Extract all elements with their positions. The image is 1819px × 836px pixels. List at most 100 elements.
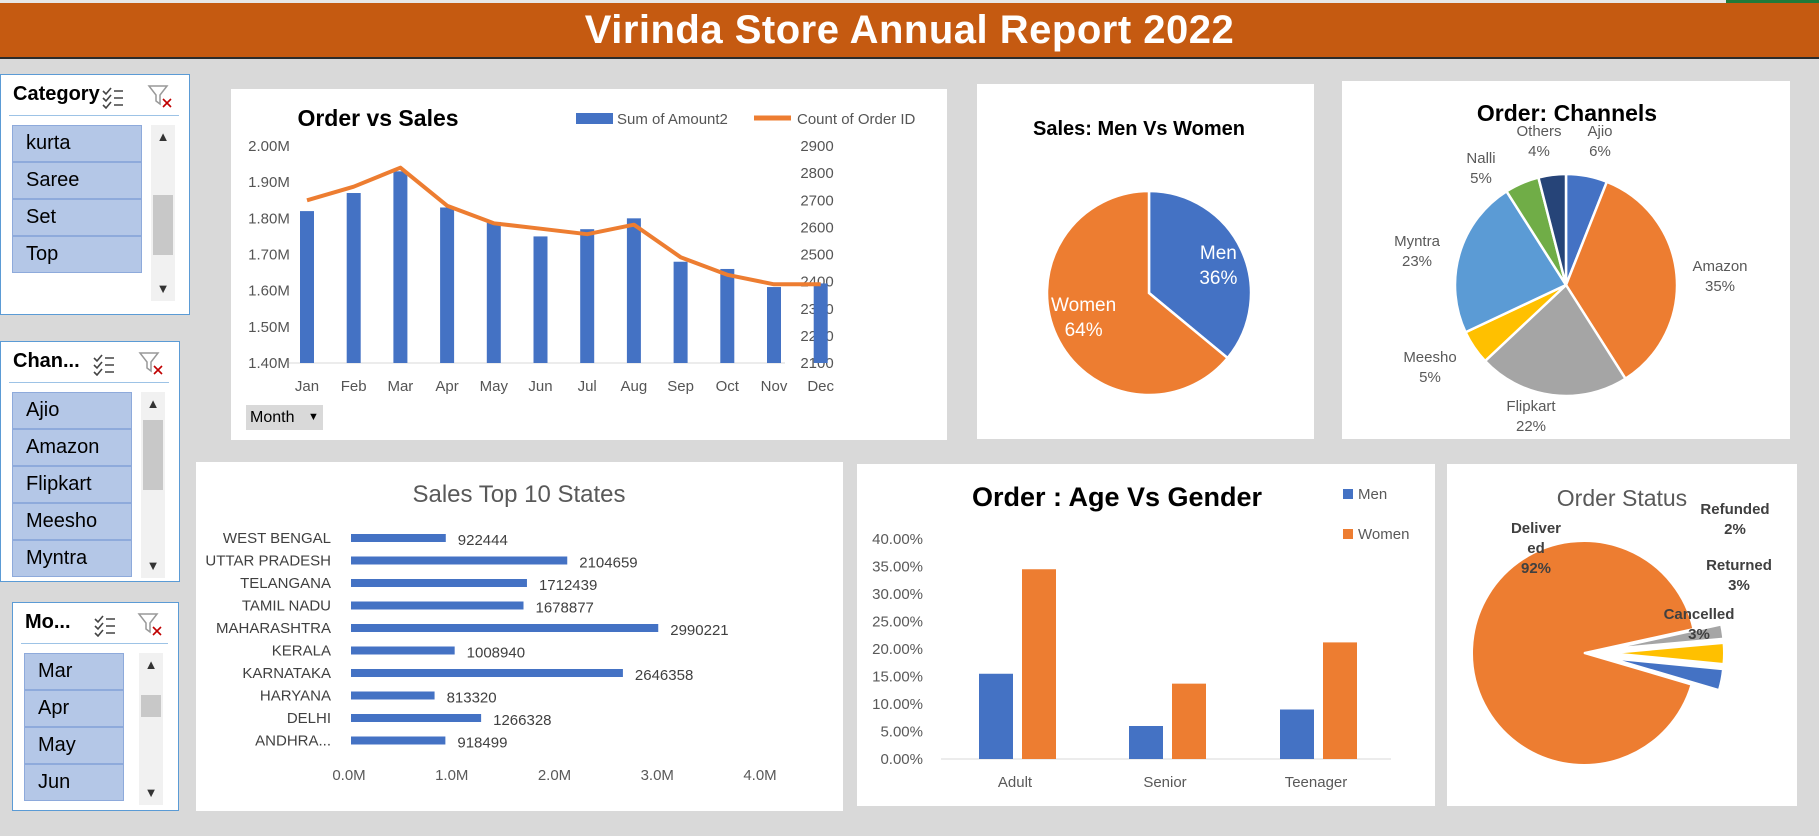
scroll-down-icon[interactable]: ▼ <box>156 281 170 296</box>
slicer-item-apr[interactable]: Apr <box>24 690 124 727</box>
value-label: 1008940 <box>467 645 525 662</box>
slice-label-value: 36% <box>1199 268 1237 289</box>
legend-label: Men <box>1358 486 1387 503</box>
chart-title: Order vs Sales <box>297 105 458 131</box>
bar-jan <box>300 211 314 363</box>
slice-label: Returned <box>1706 557 1772 574</box>
multi-select-icon[interactable] <box>92 352 116 376</box>
x-tick: Jul <box>578 378 597 395</box>
order-count-line <box>306 165 821 287</box>
value-label: 2104659 <box>579 555 637 572</box>
slice-label: Cancelled <box>1664 606 1735 623</box>
y-tick: 15.00% <box>872 669 923 686</box>
chart-title: Sales: Men Vs Women <box>1033 118 1245 140</box>
slicer-items: Ajio Amazon Flipkart Meesho Myntra <box>12 392 145 578</box>
bar-state <box>351 601 524 610</box>
y-tick: 35.00% <box>872 559 923 576</box>
slicer-item-set[interactable]: Set <box>12 199 142 236</box>
x-tick: Sep <box>667 378 694 395</box>
scroll-thumb[interactable] <box>141 695 161 717</box>
slice-label: 92% <box>1521 560 1551 577</box>
multi-select-icon[interactable] <box>101 85 125 109</box>
x-tick: Jun <box>528 378 552 395</box>
bar-aug <box>626 218 641 363</box>
bar-teenager-men <box>1280 709 1314 759</box>
y-left-tick: 1.90M <box>248 174 290 191</box>
men-women-chart: Sales: Men Vs Women Men 36% Women 64% <box>1033 118 1253 397</box>
slice-label-name: Women <box>1051 295 1116 316</box>
bar-teenager-women <box>1323 642 1357 759</box>
slicer-item-may[interactable]: May <box>24 727 124 764</box>
chart-title: Order : Age Vs Gender <box>972 482 1263 512</box>
slicer-item-amazon[interactable]: Amazon <box>12 429 132 466</box>
slice-label-name: Men <box>1200 243 1237 264</box>
page-title: Virinda Store Annual Report 2022 <box>584 8 1235 52</box>
scroll-down-icon[interactable]: ▼ <box>144 785 158 800</box>
bar-state <box>351 624 659 632</box>
slicer-item-saree[interactable]: Saree <box>12 162 142 199</box>
slice-label-value: 5% <box>1419 369 1441 386</box>
bar-mar <box>393 171 408 363</box>
y-left-tick: 1.40M <box>248 355 290 372</box>
channel-slicer: Chan... Ajio Amazon Flipkart Meesho Myntra ▲… <box>0 341 180 582</box>
month-button-label: Month <box>250 409 295 426</box>
bar-adult-women <box>1022 569 1056 759</box>
slicer-scrollbar[interactable]: ▲ ▼ <box>141 392 165 578</box>
y-tick: 25.00% <box>872 614 923 631</box>
scroll-up-icon[interactable]: ▲ <box>156 129 170 144</box>
slicer-item-kurta[interactable]: kurta <box>12 125 142 162</box>
bar-state <box>351 736 446 745</box>
slicer-item-mar[interactable]: Mar <box>24 653 124 690</box>
slicer-item-jun[interactable]: Jun <box>24 764 124 801</box>
y-right-tick: 2800 <box>800 165 833 182</box>
slice-women <box>1045 189 1230 397</box>
slicer-scrollbar[interactable]: ▲ ▼ <box>151 125 175 301</box>
month-field-button[interactable]: Month ▼ <box>246 405 323 430</box>
slice-label: 3% <box>1688 626 1710 643</box>
top-states-panel: Sales Top 10 States WEST BENGAL 922444 UTTA… <box>196 462 843 811</box>
chart-title: Order: Channels <box>1477 100 1657 126</box>
y-tick: 20.00% <box>872 641 923 658</box>
x-tick: 1.0M <box>435 767 468 784</box>
scroll-thumb[interactable] <box>153 195 173 255</box>
multi-select-icon[interactable] <box>93 613 117 637</box>
slicer-item-myntra[interactable]: Myntra <box>12 540 132 577</box>
clear-filter-icon[interactable] <box>137 611 163 637</box>
category-slicer: Category kurta Saree Set Top ▲ ▼ <box>0 74 190 315</box>
slice-label: Deliver <box>1511 520 1561 537</box>
value-label: 813320 <box>447 690 497 707</box>
category-label: TELANGANA <box>240 575 331 592</box>
value-label: 2646358 <box>635 667 693 684</box>
bar-state <box>351 669 623 677</box>
selection-marker <box>1726 0 1819 3</box>
legend-swatch <box>1343 489 1353 499</box>
scroll-down-icon[interactable]: ▼ <box>146 558 160 573</box>
slicer-item-flipkart[interactable]: Flipkart <box>12 466 132 503</box>
clear-filter-icon[interactable] <box>147 83 173 109</box>
value-label: 1266328 <box>493 712 551 729</box>
scroll-up-icon[interactable]: ▲ <box>146 396 160 411</box>
bar-jul <box>580 229 595 363</box>
clear-filter-icon[interactable] <box>138 350 164 376</box>
y-right-tick: 2500 <box>800 247 833 264</box>
category-label: KARNATAKA <box>242 665 331 682</box>
value-label: 2990221 <box>670 622 728 639</box>
scroll-thumb[interactable] <box>143 420 163 490</box>
slicer-scrollbar[interactable]: ▲ ▼ <box>139 653 163 805</box>
slicer-item-meesho[interactable]: Meesho <box>12 503 132 540</box>
x-tick: Dec <box>807 378 834 395</box>
order-vs-sales-panel: Order vs Sales Sum of Amount2 Count of Ord… <box>231 89 947 440</box>
men-women-panel: Sales: Men Vs Women Men 36% Women 64% <box>977 84 1314 439</box>
scroll-up-icon[interactable]: ▲ <box>144 657 158 672</box>
x-tick: 3.0M <box>641 767 674 784</box>
bar-state <box>351 646 455 655</box>
slicer-item-top[interactable]: Top <box>12 236 142 273</box>
slicer-items: Mar Apr May Jun <box>24 653 136 805</box>
y-left-tick: 2.00M <box>248 138 290 155</box>
bar-state <box>351 534 446 542</box>
slicer-item-ajio[interactable]: Ajio <box>12 392 132 429</box>
slice-men <box>1147 189 1253 360</box>
legend-label-line: Count of Order ID <box>797 111 916 128</box>
age-gender-chart: Order : Age Vs Gender Men Women 0.00% 5.00% 1… <box>872 482 1409 791</box>
slice-label-name: Others <box>1516 123 1561 140</box>
